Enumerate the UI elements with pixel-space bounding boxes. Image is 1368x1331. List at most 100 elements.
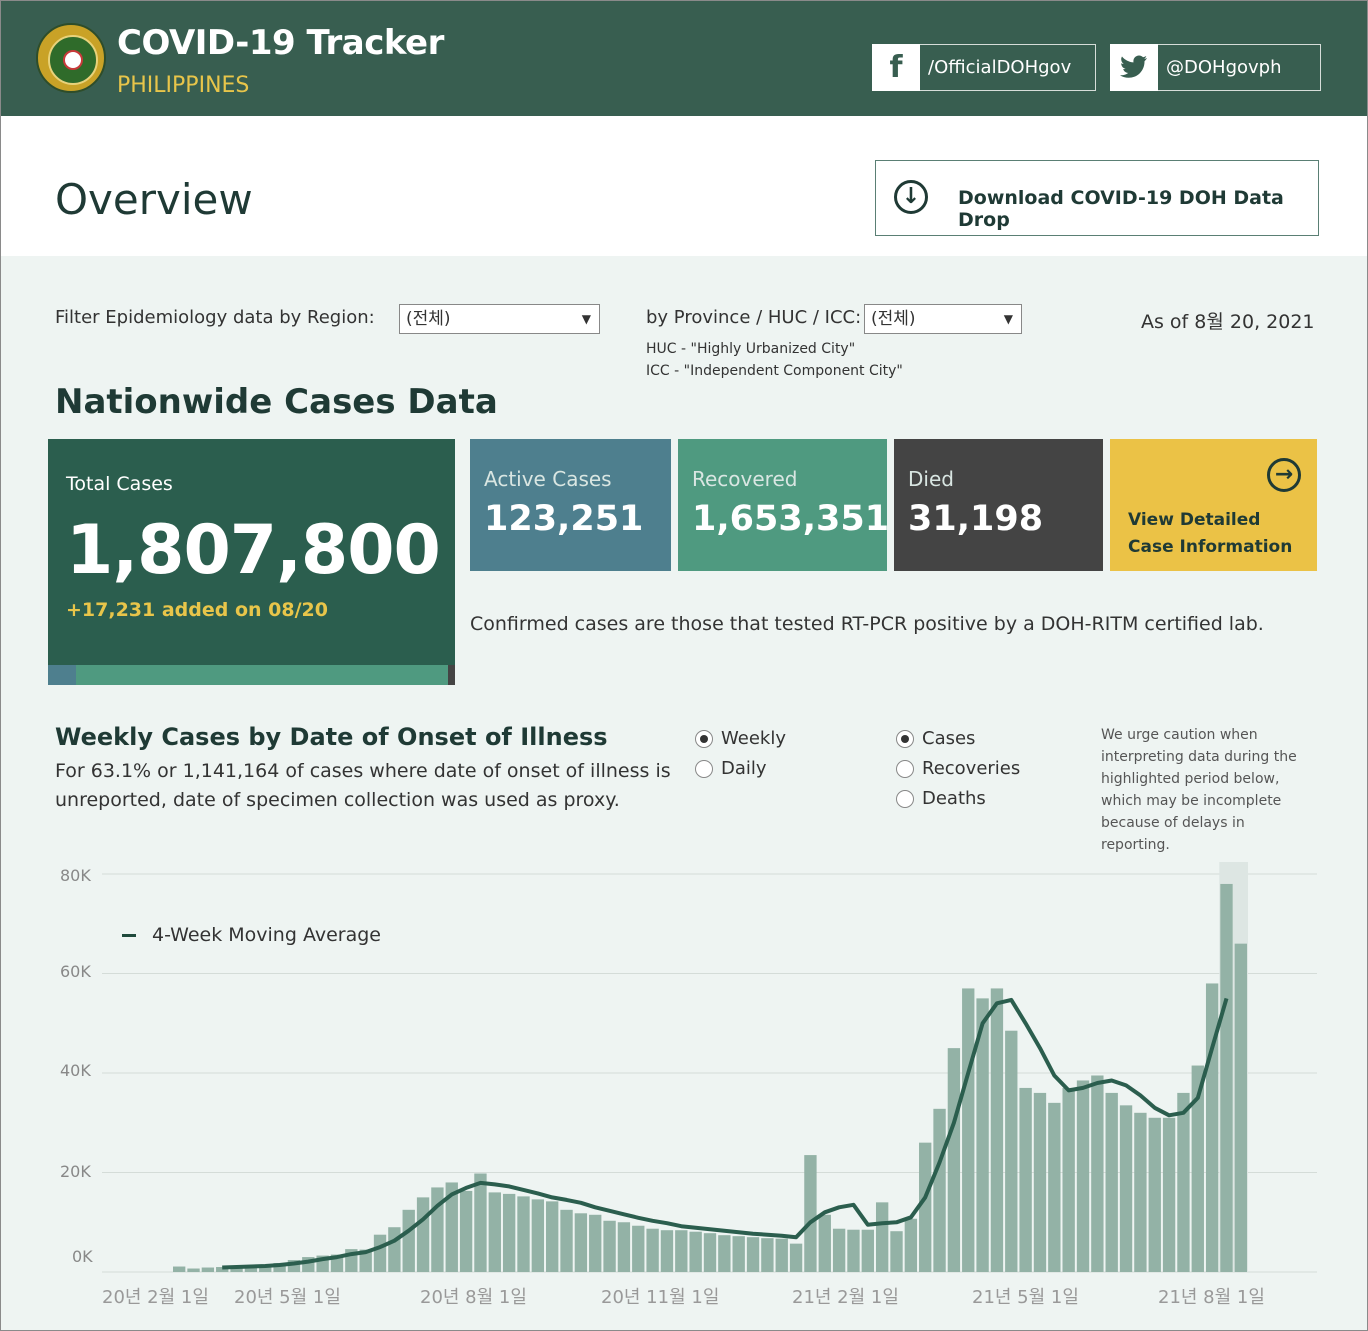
nationwide-title: Nationwide Cases Data (55, 382, 498, 422)
chart-bar[interactable] (689, 1231, 702, 1272)
chart-bar[interactable] (1119, 1105, 1133, 1272)
facebook-link[interactable]: f /OfficialDOHgov (872, 43, 1096, 91)
chart-bar[interactable] (216, 1267, 229, 1272)
chart-bar[interactable] (1105, 1092, 1118, 1272)
province-select-value: (전체) (871, 309, 916, 329)
y-tick-label: 0K (72, 1247, 93, 1266)
chart-bar[interactable] (1033, 1092, 1047, 1272)
chart-bar[interactable] (546, 1201, 559, 1272)
chart-bar[interactable] (589, 1214, 602, 1272)
chart-bar[interactable] (574, 1213, 588, 1272)
chart-bar[interactable] (775, 1238, 788, 1272)
chart-bar[interactable] (1191, 1065, 1204, 1272)
chart-bar[interactable] (201, 1267, 215, 1272)
chart-bar[interactable] (388, 1227, 401, 1272)
chart-bar[interactable] (1220, 883, 1233, 1272)
moving-average-line (222, 997, 1229, 1270)
download-data-drop-button[interactable]: ↓ Download COVID-19 DOH Data Drop (875, 160, 1319, 236)
twitter-link[interactable]: @DOHgovph (1110, 43, 1321, 91)
chart-bar[interactable] (1162, 1117, 1176, 1272)
y-tick-label: 80K (60, 866, 91, 885)
chart-bar[interactable] (660, 1230, 674, 1272)
composition-segment-recovered (75, 665, 448, 685)
case-composition-bar (48, 665, 455, 685)
chart-bar[interactable] (474, 1173, 487, 1272)
chart-bar[interactable] (947, 1048, 961, 1272)
chart-bar[interactable] (1005, 1030, 1018, 1272)
chart-bar[interactable] (517, 1196, 530, 1272)
chart-bar[interactable] (818, 1214, 831, 1272)
chevron-down-icon: ▼ (581, 312, 591, 326)
chart-bar[interactable] (259, 1265, 272, 1272)
chart-bar[interactable] (789, 1243, 803, 1272)
chart-bar[interactable] (273, 1263, 286, 1272)
chart-bar[interactable] (904, 1218, 918, 1272)
chart-bar[interactable] (875, 1202, 889, 1272)
chart-bar[interactable] (1148, 1117, 1161, 1272)
chart-bar[interactable] (1019, 1087, 1032, 1272)
view-detailed-label: View Detailed Case Information (1128, 510, 1293, 557)
recovered-value: 1,653,351 (692, 499, 890, 539)
legend-label: 4-Week Moving Average (152, 924, 381, 946)
chart-bar[interactable] (459, 1190, 473, 1272)
chart-bar[interactable] (847, 1229, 860, 1272)
chart-bar[interactable] (1048, 1102, 1061, 1272)
chart-bar[interactable] (632, 1225, 645, 1272)
radio-cases[interactable]: Cases (896, 728, 975, 749)
chart-bar[interactable] (187, 1268, 200, 1272)
chart-bar[interactable] (1234, 943, 1247, 1272)
chart-bar[interactable] (502, 1193, 516, 1272)
chart-bar[interactable] (732, 1236, 745, 1272)
x-tick-label: 20년 5월 1일 (234, 1287, 341, 1308)
chart-bar[interactable] (804, 1155, 817, 1272)
chart-bar[interactable] (488, 1192, 501, 1272)
facebook-icon: f (872, 43, 920, 91)
chart-bar[interactable] (173, 1266, 186, 1272)
province-select[interactable]: (전체) ▼ (864, 304, 1022, 334)
chart-bar[interactable] (373, 1234, 387, 1272)
x-tick-label: 21년 8월 1일 (1158, 1287, 1265, 1308)
icc-note: ICC - "Independent Component City" (646, 363, 903, 379)
chart-bar[interactable] (646, 1228, 659, 1272)
radio-weekly[interactable]: Weekly (695, 728, 786, 749)
chart-bar[interactable] (861, 1229, 874, 1272)
chart-bar[interactable] (990, 988, 1004, 1272)
chart-bar[interactable] (445, 1182, 458, 1272)
chart-bar[interactable] (675, 1230, 688, 1272)
radio-recoveries[interactable]: Recoveries (896, 758, 1020, 779)
region-select[interactable]: (전체) ▼ (399, 304, 600, 334)
chart-bar[interactable] (244, 1266, 258, 1272)
chart-bar[interactable] (1177, 1092, 1190, 1272)
chart-bar[interactable] (1091, 1075, 1104, 1272)
chart-bar[interactable] (359, 1249, 372, 1272)
chart-bar[interactable] (560, 1209, 573, 1272)
chart-bar[interactable] (746, 1237, 760, 1272)
download-icon: ↓ (894, 180, 928, 214)
chart-bar[interactable] (287, 1260, 301, 1272)
region-filter-label: Filter Epidemiology data by Region: (55, 307, 375, 328)
chart-bar[interactable] (832, 1228, 846, 1272)
chart-bar[interactable] (890, 1231, 903, 1272)
radio-daily[interactable]: Daily (695, 758, 767, 779)
chart-bar[interactable] (761, 1238, 774, 1272)
chart-bar[interactable] (1062, 1087, 1075, 1272)
download-label: Download COVID-19 DOH Data Drop (958, 187, 1284, 231)
radio-deaths[interactable]: Deaths (896, 788, 986, 809)
chart-bar[interactable] (531, 1199, 545, 1272)
chart-bar[interactable] (416, 1197, 430, 1272)
chart-bar[interactable] (1134, 1112, 1147, 1272)
chart-bar[interactable] (617, 1222, 631, 1272)
chart-bar[interactable] (703, 1233, 717, 1272)
chart-bar[interactable] (962, 988, 975, 1272)
radio-selected-icon (896, 729, 914, 748)
chart-bar[interactable] (933, 1108, 946, 1272)
view-detailed-button[interactable]: → View Detailed Case Information (1110, 439, 1317, 571)
chart-bar[interactable] (919, 1142, 932, 1272)
chart-bar[interactable] (402, 1209, 415, 1272)
chart-bar[interactable] (718, 1235, 731, 1272)
chart-bar[interactable] (603, 1220, 616, 1272)
chart-bar[interactable] (1076, 1080, 1090, 1272)
chart-bar[interactable] (976, 998, 989, 1272)
weekly-title: Weekly Cases by Date of Onset of Illness (55, 723, 608, 751)
